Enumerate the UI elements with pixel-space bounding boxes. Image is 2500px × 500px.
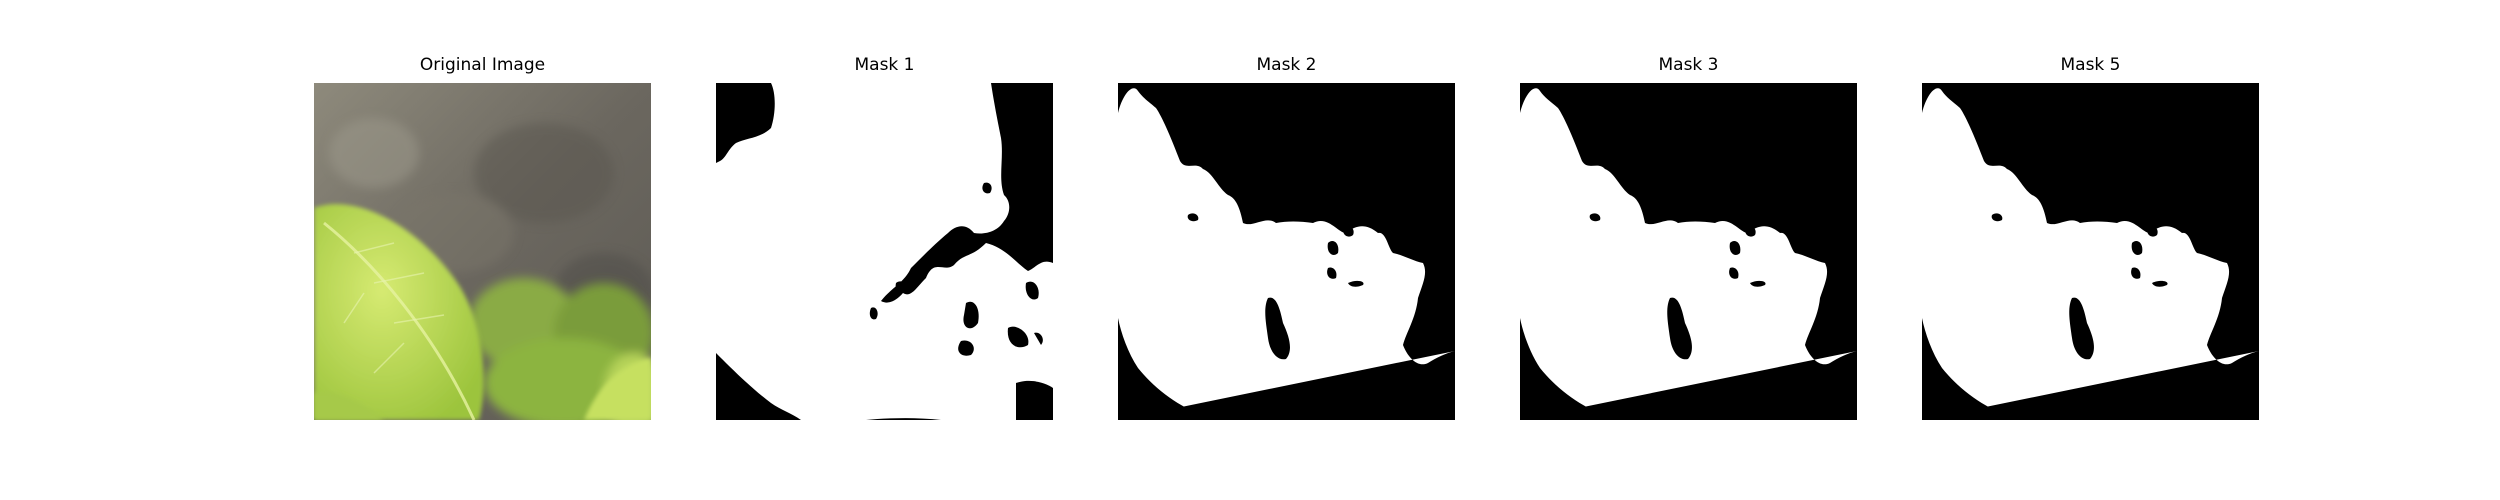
mask-1-image [716, 83, 1053, 420]
mask-5-image [1922, 83, 2259, 420]
mask-2-image [1118, 83, 1455, 420]
panel-title: Mask 5 [2060, 55, 2121, 75]
mask-1 [716, 83, 1053, 420]
panel-title: Mask 1 [854, 55, 915, 75]
mask-2 [1118, 83, 1455, 420]
panel-title: Mask 3 [1658, 55, 1719, 75]
original-image [314, 83, 651, 420]
panel-title: Mask 2 [1256, 55, 1317, 75]
panel-title: Original Image [419, 55, 546, 75]
mask-5 [1922, 83, 2259, 420]
mask-3 [1520, 83, 1857, 420]
original-photo [314, 83, 651, 420]
mask-3-image [1520, 83, 1857, 420]
